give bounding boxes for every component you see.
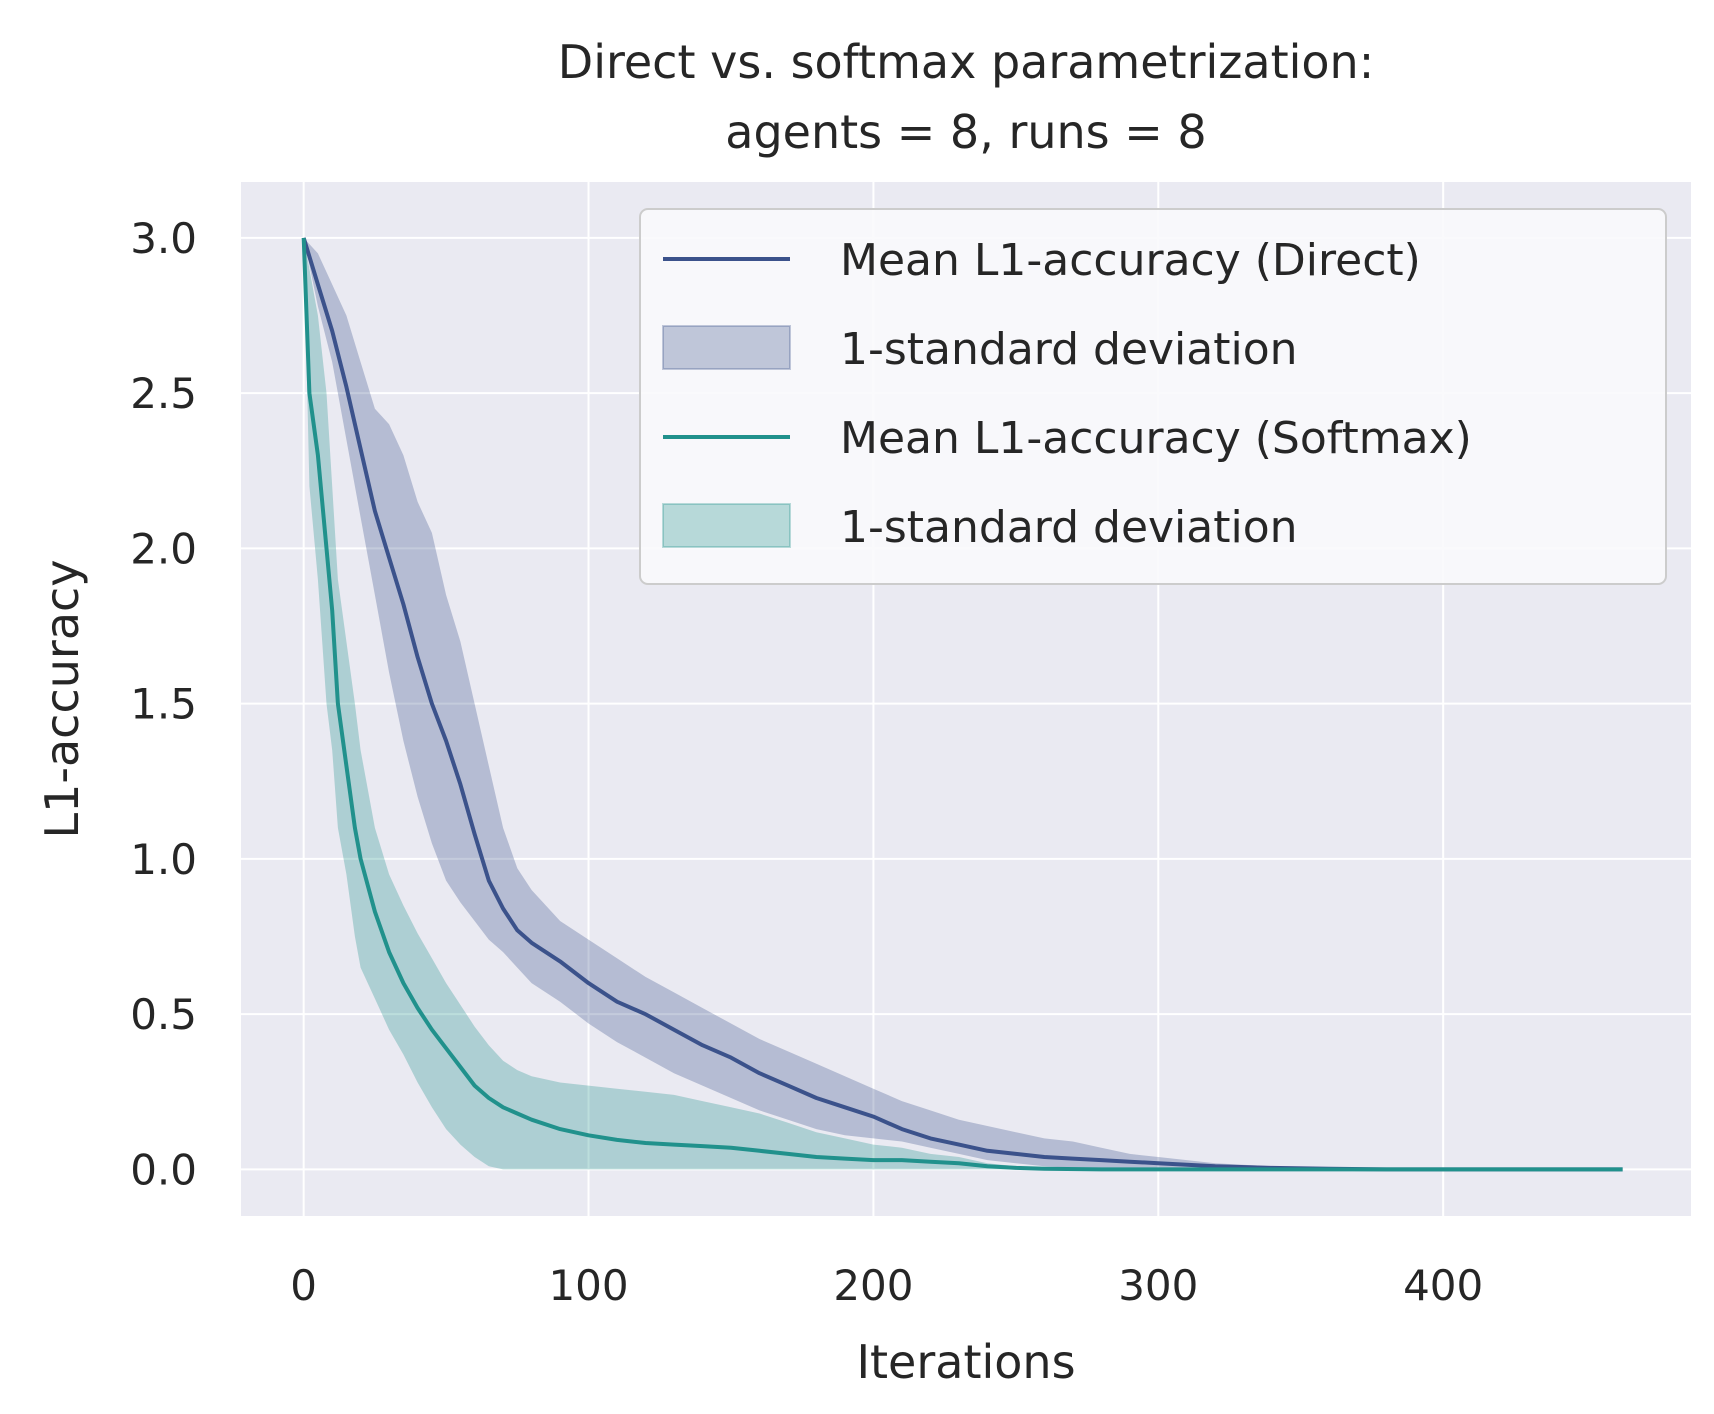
std-bands [303, 237, 1623, 1170]
y-axis-label: L1-accuracy [35, 559, 89, 838]
legend-swatch-direct-band [662, 325, 791, 370]
x-tick-label: 300 [1118, 1261, 1198, 1310]
y-tick-label: 2.5 [130, 369, 197, 418]
y-tick-label: 3.0 [130, 214, 197, 263]
legend: Mean L1-accuracy (Direct) 1-standard dev… [639, 208, 1667, 585]
x-axis-label: Iterations [856, 1335, 1075, 1389]
legend-box [639, 208, 1667, 585]
x-tick-label: 100 [548, 1261, 628, 1310]
legend-label-direct-band: 1-standard deviation [840, 324, 1298, 375]
legend-label-softmax-mean: Mean L1-accuracy (Softmax) [840, 413, 1472, 464]
legend-label-softmax-band: 1-standard deviation [840, 502, 1298, 553]
y-tick-label: 1.5 [130, 680, 197, 729]
mean-line-direct [301, 237, 1623, 1172]
std-band-softmax [303, 237, 1623, 1170]
mean-line-softmax [301, 237, 1623, 1172]
y-tick-label: 0.5 [130, 990, 197, 1039]
y-tick-label: 1.0 [130, 835, 197, 884]
mean-lines [301, 237, 1623, 1172]
chart-title-line1: Direct vs. softmax parametrization: [558, 35, 1374, 89]
legend-swatch-softmax-band [662, 503, 791, 548]
y-tick-label: 0.0 [130, 1145, 197, 1194]
x-tick-labels: 0 100 200 300 400 [290, 1261, 1483, 1310]
chart-title-line2: agents = 8, runs = 8 [725, 105, 1206, 159]
legend-label-direct-mean: Mean L1-accuracy (Direct) [840, 235, 1421, 286]
x-tick-label: 0 [290, 1261, 317, 1310]
y-tick-labels: 0.0 0.5 1.0 1.5 2.0 2.5 3.0 [130, 214, 197, 1195]
y-tick-label: 2.0 [130, 524, 197, 573]
x-tick-label: 400 [1403, 1261, 1483, 1310]
x-tick-label: 200 [833, 1261, 913, 1310]
